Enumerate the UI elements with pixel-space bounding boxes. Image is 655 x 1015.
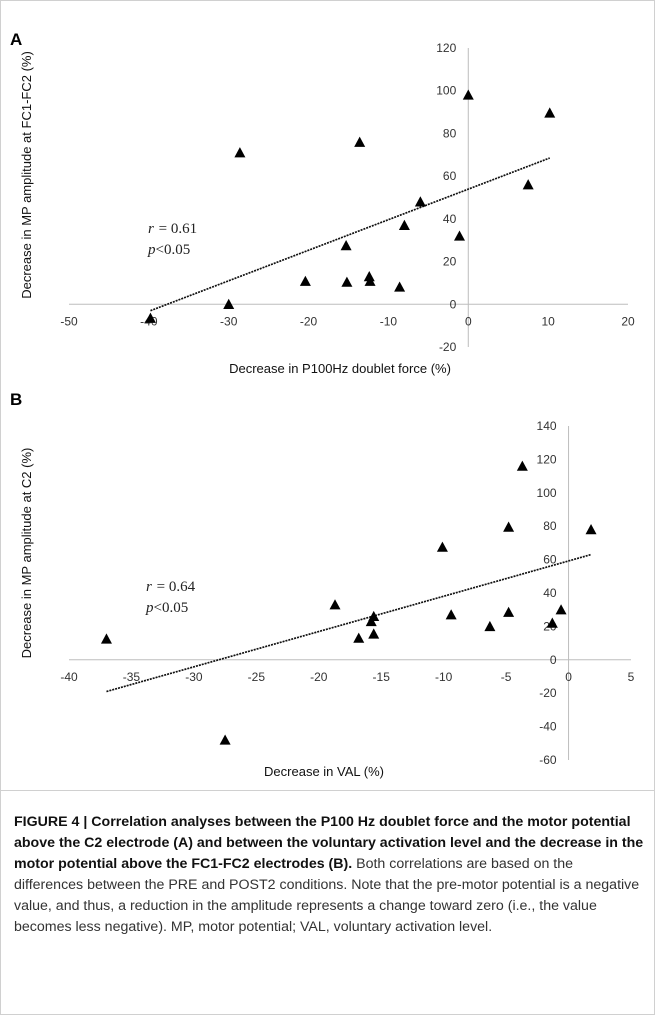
panel-b-data-point [368,628,380,639]
panel-b-points [100,460,597,745]
panel-a-y-axis-title: Decrease in MP amplitude at FC1-FC2 (%) [19,51,34,299]
panel-b-x-tick-label: -25 [248,670,266,684]
panel-b-data-point [368,610,380,622]
panel-a-data-point [522,179,534,190]
panel-b-x-tick-label: -40 [60,670,78,684]
panel-a-x-tick-label: 10 [541,314,555,328]
panel-b-y-tick-label: -40 [539,720,557,734]
panel-b-x-tick-label: -5 [501,670,512,684]
panel-b-r-stat: r = 0.64 [146,579,196,595]
panel-b-axes [69,426,631,760]
panel-a-data-point [223,298,235,309]
panel-a-x-tick-label: -10 [380,314,398,328]
panel-a-data-point [364,275,376,286]
panel-a-data-point [341,276,353,287]
panel-a-data-point [398,219,410,230]
caption-divider [0,790,655,791]
panel-b-data-point [100,633,112,644]
panel-b-data-point [484,620,496,632]
panel-a-y-tick-label: 80 [443,126,457,140]
panel-b-y-tick-label: -60 [539,753,557,767]
panel-a-data-point [144,312,156,323]
panel-b-x-tick-label: 5 [628,670,635,684]
panel-b-x-tick-label: -15 [373,670,391,684]
panel-b-data-point [503,606,515,617]
panel-a-x-axis-title: Decrease in P100Hz doublet force (%) [229,361,451,376]
panel-a-data-point [544,107,556,118]
panel-b-data-point [353,632,365,643]
panel-b-y-tick-label: 120 [537,452,557,466]
panel-a-data-point [454,230,466,241]
panel-b-y-tick-label: 0 [550,653,557,667]
panel-a-trendline [150,157,551,312]
panel-a-data-point [414,196,426,207]
panel-a-r-stat: r = 0.61 [148,221,197,237]
panel-b-x-tick-label: -35 [123,670,141,684]
panel-a-p-stat: p<0.05 [147,242,190,258]
panel-a-data-point [394,281,406,292]
figure-caption: FIGURE 4 | Correlation analyses between … [14,812,644,938]
panel-b-y-tick-label: 140 [537,419,557,433]
panel-b-y-tick-label: 40 [543,586,557,600]
panel-a-data-point [340,240,352,251]
panel-a-data-point [354,136,366,147]
panel-b-data-point [585,524,597,535]
panel-b-data-point [555,604,567,615]
panel-b-data-point [445,609,457,620]
panel-b-y-tick-label: -20 [539,686,557,700]
panel-a-y-tick-label: 20 [443,255,457,269]
panel-b-x-tick-label: 0 [565,670,572,684]
panel-b-x-tick-label: -10 [435,670,453,684]
panel-b: B -40-35-30-25-20-15-10-505-60-40-200204… [10,390,635,779]
panel-a-x-tick-label: -30 [220,314,238,328]
panel-a-x-tick-label: 20 [621,314,635,328]
panel-b-tick-labels: -40-35-30-25-20-15-10-505-60-40-20020406… [60,419,634,767]
panel-a-y-tick-label: 120 [436,41,456,55]
panel-a-y-tick-label: 60 [443,169,457,183]
panel-b-x-tick-label: -20 [310,670,328,684]
panel-a-axes [69,48,628,347]
panel-a-y-tick-label: 0 [450,297,457,311]
panel-a-x-tick-label: -20 [300,314,318,328]
panel-b-y-tick-label: 100 [537,486,557,500]
panel-a-data-point [299,275,311,286]
caption-title: FIGURE 4 | Correlation analyses between … [14,814,644,872]
panel-b-y-tick-label: 60 [543,553,557,567]
caption-body: Both correlations are based on the diffe… [14,856,640,935]
panel-b-y-axis-title: Decrease in MP amplitude at C2 (%) [19,448,34,659]
panel-b-trendline [106,553,592,693]
panel-b-x-tick-label: -30 [185,670,203,684]
panel-a-y-tick-label: 40 [443,212,457,226]
figure-charts: A -50-40-30-20-1001020-20020406080100120… [10,30,635,779]
panel-a-data-point [234,147,246,158]
panel-b-data-point [219,734,231,745]
panel-a-x-tick-label: 0 [465,314,472,328]
panel-a-points [144,89,556,323]
panel-a-y-tick-label: -20 [439,340,457,354]
panel-b-x-axis-title: Decrease in VAL (%) [264,764,384,779]
panel-b-letter: B [10,390,22,409]
panel-a-data-point [462,89,474,100]
panel-a-x-tick-label: -50 [60,314,78,328]
panel-b-data-point [503,521,515,532]
panel-b-p-stat: p<0.05 [145,600,188,616]
panel-a: A -50-40-30-20-1001020-20020406080100120… [10,30,635,376]
panel-b-data-point [516,460,528,471]
panel-a-letter: A [10,30,22,49]
panel-a-y-tick-label: 100 [436,84,456,98]
panel-b-data-point [546,617,558,628]
panel-a-data-point [363,271,375,282]
panel-b-data-point [329,599,341,610]
panel-b-data-point [436,541,448,552]
panel-b-y-tick-label: 80 [543,519,557,533]
